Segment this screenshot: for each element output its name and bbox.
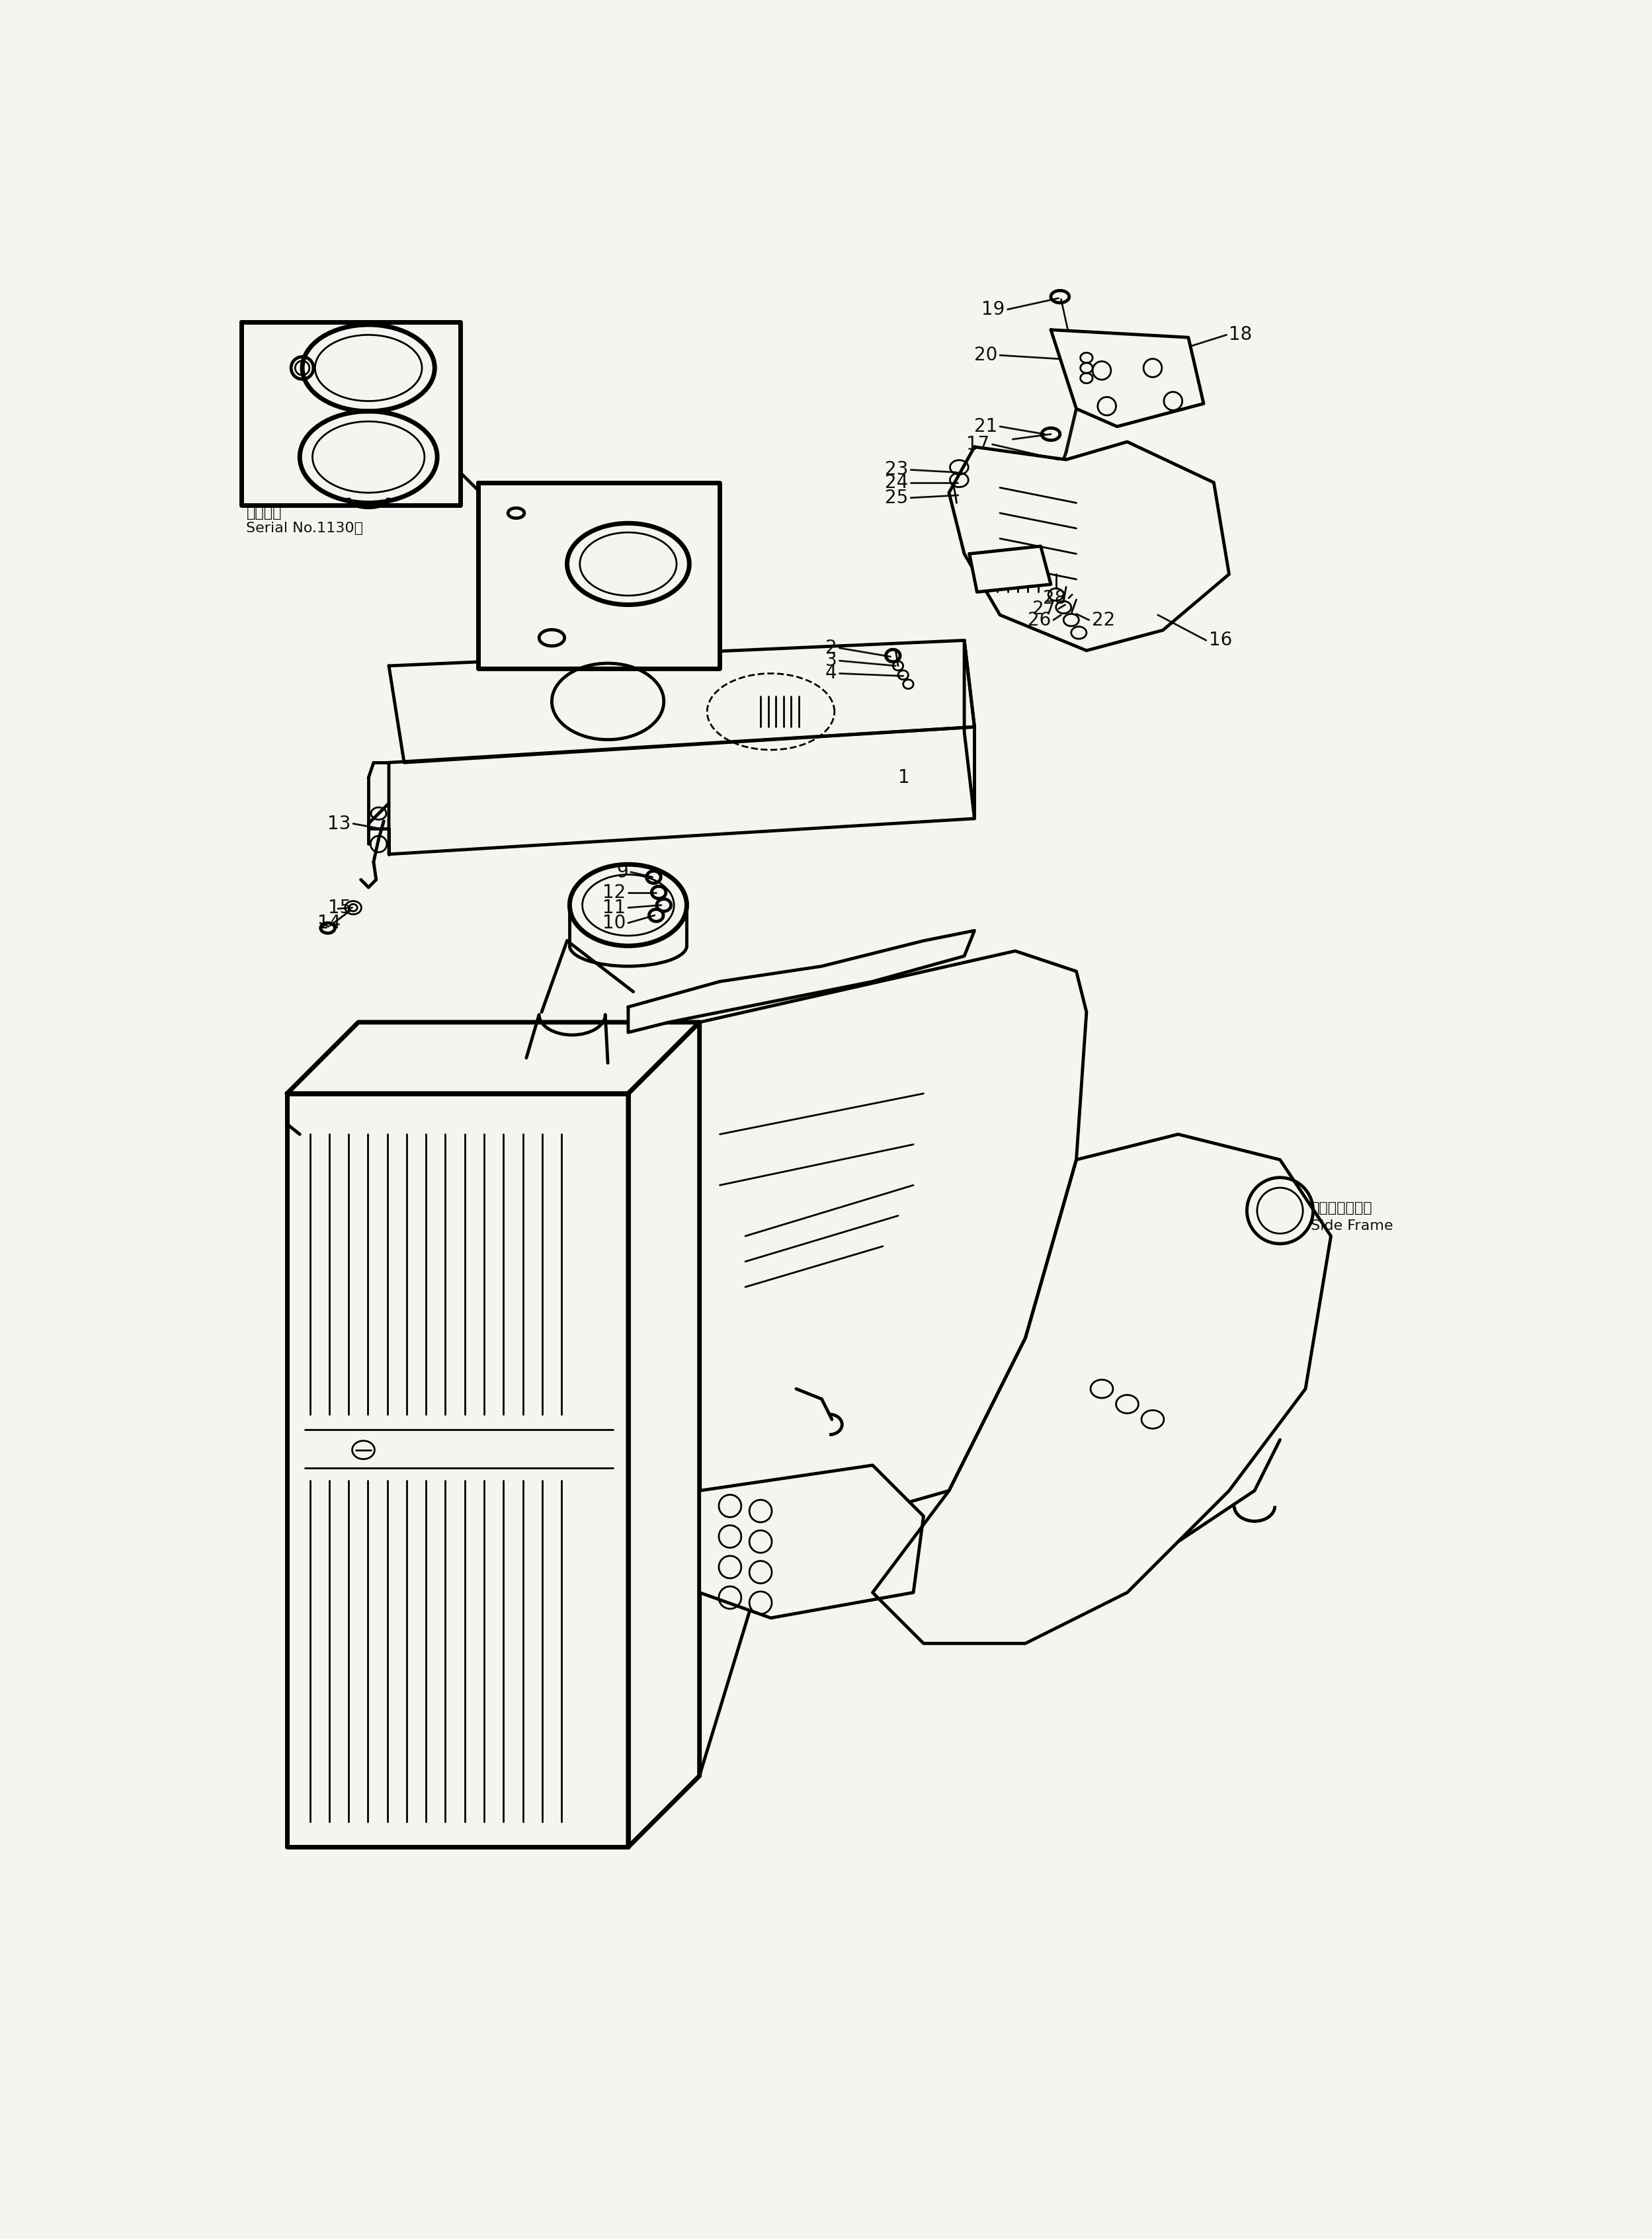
Text: 7: 7 bbox=[486, 493, 496, 508]
Text: 3: 3 bbox=[826, 652, 838, 669]
Text: 25: 25 bbox=[885, 488, 909, 506]
Polygon shape bbox=[699, 1464, 923, 1619]
Text: 27: 27 bbox=[1032, 600, 1056, 618]
Text: Side Frame: Side Frame bbox=[1310, 1220, 1393, 1231]
Polygon shape bbox=[970, 546, 1051, 591]
Text: 5: 5 bbox=[486, 546, 496, 562]
Text: 18: 18 bbox=[1229, 325, 1252, 345]
Text: 14: 14 bbox=[317, 914, 340, 931]
Text: サイドフレーム: サイドフレーム bbox=[1310, 1202, 1373, 1216]
Text: 15: 15 bbox=[327, 898, 352, 918]
Polygon shape bbox=[699, 952, 1087, 1776]
Polygon shape bbox=[1051, 329, 1204, 425]
Polygon shape bbox=[948, 441, 1229, 652]
Text: 適用号機: 適用号機 bbox=[246, 506, 281, 519]
Polygon shape bbox=[477, 484, 720, 669]
Polygon shape bbox=[287, 1093, 628, 1847]
Text: 11: 11 bbox=[603, 898, 626, 918]
Text: 6: 6 bbox=[486, 580, 496, 596]
Text: 9: 9 bbox=[616, 862, 628, 882]
Polygon shape bbox=[872, 1135, 1332, 1643]
Polygon shape bbox=[287, 1023, 699, 1093]
Text: Serial No.1130～: Serial No.1130～ bbox=[246, 522, 363, 535]
Text: 28: 28 bbox=[1042, 589, 1066, 607]
Text: 6: 6 bbox=[266, 479, 279, 497]
Text: 20: 20 bbox=[975, 347, 998, 365]
Text: 1: 1 bbox=[899, 768, 910, 788]
Text: 12: 12 bbox=[603, 882, 626, 902]
Text: 13: 13 bbox=[327, 815, 350, 833]
Text: 5: 5 bbox=[266, 434, 279, 455]
Text: 4: 4 bbox=[826, 665, 838, 683]
Text: 16: 16 bbox=[1209, 631, 1232, 649]
Text: 10: 10 bbox=[603, 914, 626, 931]
Text: 23: 23 bbox=[885, 461, 909, 479]
Text: 22: 22 bbox=[1092, 611, 1115, 629]
Polygon shape bbox=[241, 322, 461, 506]
Text: 24: 24 bbox=[885, 472, 909, 493]
Text: 21: 21 bbox=[975, 416, 998, 437]
Text: 8: 8 bbox=[496, 629, 507, 645]
Polygon shape bbox=[388, 640, 975, 763]
Text: 26: 26 bbox=[1028, 611, 1051, 629]
Text: 19: 19 bbox=[981, 300, 1004, 318]
Polygon shape bbox=[965, 640, 975, 819]
Polygon shape bbox=[628, 931, 975, 1032]
Polygon shape bbox=[388, 728, 975, 855]
Text: 17: 17 bbox=[966, 434, 990, 455]
Text: 2: 2 bbox=[826, 638, 838, 658]
Text: 8: 8 bbox=[266, 343, 279, 363]
Polygon shape bbox=[628, 1023, 699, 1847]
